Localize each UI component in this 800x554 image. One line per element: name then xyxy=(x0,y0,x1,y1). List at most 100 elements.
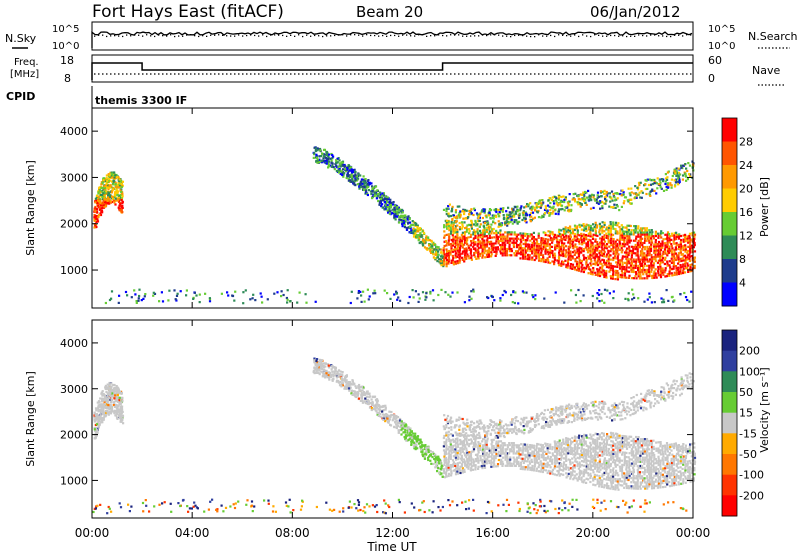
data-cell xyxy=(628,251,631,254)
data-cell xyxy=(645,192,648,196)
data-cell xyxy=(285,296,288,300)
data-cell xyxy=(341,163,344,166)
data-cell xyxy=(549,236,552,240)
data-cell xyxy=(335,164,338,167)
data-cell xyxy=(440,264,443,267)
data-cell xyxy=(95,199,98,203)
data-cell xyxy=(446,242,449,245)
data-cell xyxy=(646,178,649,181)
data-cell xyxy=(410,229,413,232)
data-cell xyxy=(371,186,374,189)
data-cell xyxy=(621,255,624,258)
data-cell xyxy=(554,212,557,215)
data-cell xyxy=(542,231,545,234)
data-cell xyxy=(98,405,102,408)
data-cell xyxy=(591,248,595,251)
data-cell xyxy=(627,187,630,190)
data-cell xyxy=(669,266,672,269)
data-cell xyxy=(386,196,389,199)
data-cell xyxy=(104,187,107,190)
data-cell xyxy=(596,247,599,250)
nsearch-dot xyxy=(634,35,636,37)
nsearch-dot xyxy=(286,35,288,37)
data-cell xyxy=(442,251,446,254)
data-cell xyxy=(504,252,507,255)
data-cell xyxy=(345,383,348,386)
data-cell xyxy=(474,236,477,240)
data-cell xyxy=(414,448,417,451)
data-cell xyxy=(633,296,636,299)
data-cell xyxy=(481,237,484,240)
nsearch-dot xyxy=(162,35,164,37)
data-cell xyxy=(506,235,509,238)
data-cell xyxy=(567,262,570,265)
data-cell xyxy=(109,195,112,199)
data-cell xyxy=(436,458,439,461)
data-cell xyxy=(538,199,541,202)
data-cell xyxy=(502,214,505,217)
data-cell xyxy=(481,248,484,251)
data-cell xyxy=(567,204,570,207)
data-cell xyxy=(616,274,620,277)
data-cell xyxy=(640,196,643,199)
data-cell xyxy=(491,230,494,233)
data-cell xyxy=(394,418,397,421)
data-cell xyxy=(602,259,605,262)
data-cell xyxy=(465,236,468,240)
data-cell xyxy=(93,416,96,419)
data-cell xyxy=(666,237,669,240)
data-cell xyxy=(577,269,580,272)
nsearch-dot xyxy=(134,34,136,36)
data-cell xyxy=(614,257,617,260)
data-cell xyxy=(442,259,446,262)
data-cell xyxy=(643,252,646,255)
data-cell xyxy=(582,199,586,203)
data-cell xyxy=(634,227,637,230)
data-cell xyxy=(673,232,676,235)
data-cell xyxy=(679,251,682,254)
data-cell xyxy=(452,242,455,245)
data-cell xyxy=(401,222,404,226)
data-cell xyxy=(654,272,657,275)
data-cell xyxy=(560,239,563,242)
data-cell xyxy=(625,266,628,269)
data-cell xyxy=(464,217,467,220)
data-cell xyxy=(659,251,662,254)
data-cell xyxy=(658,179,661,182)
nsearch-dot xyxy=(422,34,424,36)
data-cell xyxy=(684,172,687,175)
data-cell xyxy=(409,231,412,234)
data-cell xyxy=(620,259,623,262)
data-cell xyxy=(558,203,561,206)
data-cell xyxy=(494,242,497,245)
data-cell xyxy=(669,183,672,186)
data-cell xyxy=(552,254,555,257)
data-cell xyxy=(109,176,112,179)
data-cell xyxy=(524,245,527,248)
data-cell xyxy=(486,251,489,254)
data-cell xyxy=(614,253,617,256)
data-cell xyxy=(373,289,376,292)
freq-label: Freq. xyxy=(14,57,39,68)
data-cell xyxy=(363,400,366,403)
data-cell xyxy=(679,241,682,244)
data-cell xyxy=(643,231,646,234)
data-cell xyxy=(686,239,689,242)
data-cell xyxy=(574,243,577,246)
data-cell xyxy=(363,188,366,192)
data-cell xyxy=(527,205,530,208)
data-cell xyxy=(575,269,579,272)
data-cell xyxy=(463,233,466,236)
data-cell xyxy=(544,246,547,249)
data-cell xyxy=(546,240,549,243)
data-cell xyxy=(688,173,691,176)
data-cell xyxy=(347,178,350,181)
data-cell xyxy=(383,208,386,211)
data-cell xyxy=(573,228,576,231)
data-cell xyxy=(628,233,631,236)
data-cell xyxy=(517,237,520,240)
data-cell xyxy=(485,216,488,219)
data-cell xyxy=(608,264,611,267)
data-cell xyxy=(528,256,531,259)
data-cell xyxy=(502,237,505,240)
